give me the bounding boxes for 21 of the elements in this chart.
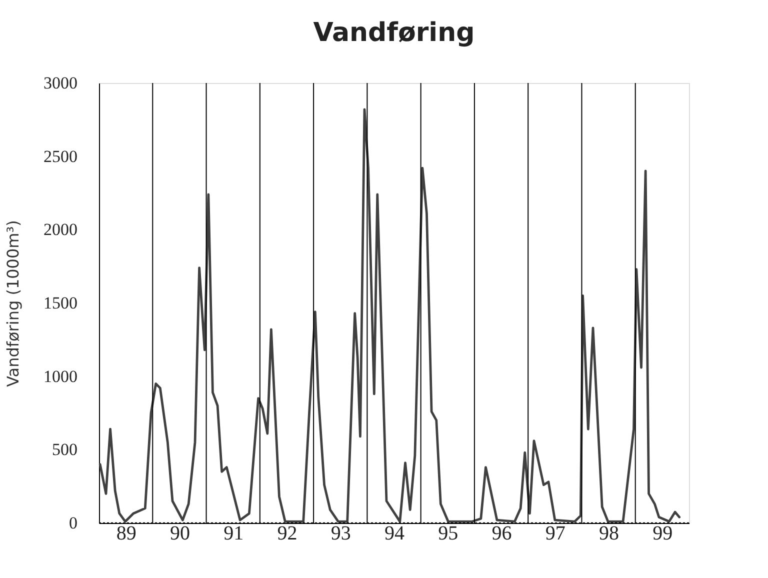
x-tick-label: 96	[492, 522, 512, 544]
x-tick-label: 98	[599, 522, 620, 544]
line-series	[98, 108, 681, 523]
x-tick-label: 95	[438, 522, 458, 544]
x-tick-label: 90	[170, 522, 190, 544]
x-tick-label: 91	[224, 522, 244, 544]
y-tick-label: 0	[69, 514, 78, 532]
x-tick-label: 93	[330, 522, 351, 544]
chart-title: Vandføring	[313, 18, 475, 48]
y-tick-label: 2500	[44, 146, 78, 166]
y-tick-label: 2000	[44, 220, 78, 240]
y-axis-title: Vandføring (1000m³)	[4, 220, 22, 387]
y-tick-label: 500	[52, 440, 78, 460]
x-tick-label: 94	[384, 522, 404, 544]
x-tick-label: 89	[116, 522, 136, 544]
y-tick-label: 1500	[44, 294, 78, 312]
x-tick-label: 99	[652, 522, 673, 544]
y-tick-label: 1000	[44, 366, 78, 386]
y-tick-label: 3000	[44, 74, 78, 92]
x-tick-label: 97	[545, 522, 566, 544]
x-tick-label: 92	[277, 522, 298, 544]
